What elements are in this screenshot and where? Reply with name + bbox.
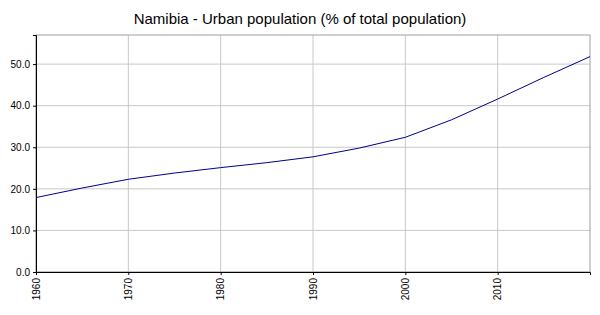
tick-label: 1960 xyxy=(31,278,42,301)
axis-line xyxy=(33,36,37,273)
tick-label: 1970 xyxy=(123,278,134,301)
tick-label: 2010 xyxy=(492,278,503,301)
tick-mark xyxy=(33,189,36,190)
tick-label: 10.0 xyxy=(11,225,31,236)
lines xyxy=(36,57,590,198)
grid-line xyxy=(313,35,314,272)
plot-frame xyxy=(36,35,590,272)
tick: 0.0 xyxy=(16,267,36,278)
tick-mark xyxy=(33,272,36,273)
tick-mark xyxy=(33,230,36,231)
plot: 0.0 10.0 20.0 30.0 40.0 50.0 1960 1970 1980 1990 2… xyxy=(11,35,591,300)
tick: 50.0 xyxy=(11,59,36,70)
tick: 10.0 xyxy=(11,225,36,236)
tick-mark xyxy=(498,272,499,275)
tick-mark xyxy=(33,147,36,148)
tick-label: 1990 xyxy=(308,278,319,301)
tick-mark xyxy=(221,272,222,275)
tick-mark xyxy=(128,272,129,275)
tick: 1990 xyxy=(308,272,319,300)
x-axis: 1960 1970 1980 1990 2000 2010 xyxy=(31,272,591,300)
tick: 30.0 xyxy=(11,142,36,153)
y-axis: 0.0 10.0 20.0 30.0 40.0 50.0 xyxy=(11,36,37,278)
tick-mark xyxy=(36,272,37,275)
tick-mark xyxy=(313,272,314,275)
line xyxy=(36,57,590,198)
tick: 20.0 xyxy=(11,184,36,195)
tick-label: 30.0 xyxy=(11,142,31,153)
title: Namibia - Urban population (% of total p… xyxy=(134,10,467,27)
tick-label: 1980 xyxy=(215,278,226,301)
grid xyxy=(36,35,590,272)
tick-mark xyxy=(405,272,406,275)
tick: 1970 xyxy=(123,272,134,300)
grid-line xyxy=(128,35,129,272)
tick: 2010 xyxy=(492,272,503,300)
tick: 40.0 xyxy=(11,100,36,111)
tick-label: 20.0 xyxy=(11,184,31,195)
tick: 2000 xyxy=(400,272,411,300)
grid-line xyxy=(405,35,406,272)
tick-label: 0.0 xyxy=(16,267,30,278)
tick-label: 50.0 xyxy=(11,59,31,70)
grid-line xyxy=(220,35,221,272)
grid-line xyxy=(497,35,498,272)
tick: 1960 xyxy=(31,272,42,300)
tick-label: 40.0 xyxy=(11,100,31,111)
tick: 1980 xyxy=(215,272,226,300)
tick-label: 2000 xyxy=(400,278,411,301)
axis-line xyxy=(37,273,591,276)
chart: Namibia - Urban population (% of total p… xyxy=(0,0,600,315)
tick-mark xyxy=(33,64,36,65)
tick-mark xyxy=(33,106,36,107)
